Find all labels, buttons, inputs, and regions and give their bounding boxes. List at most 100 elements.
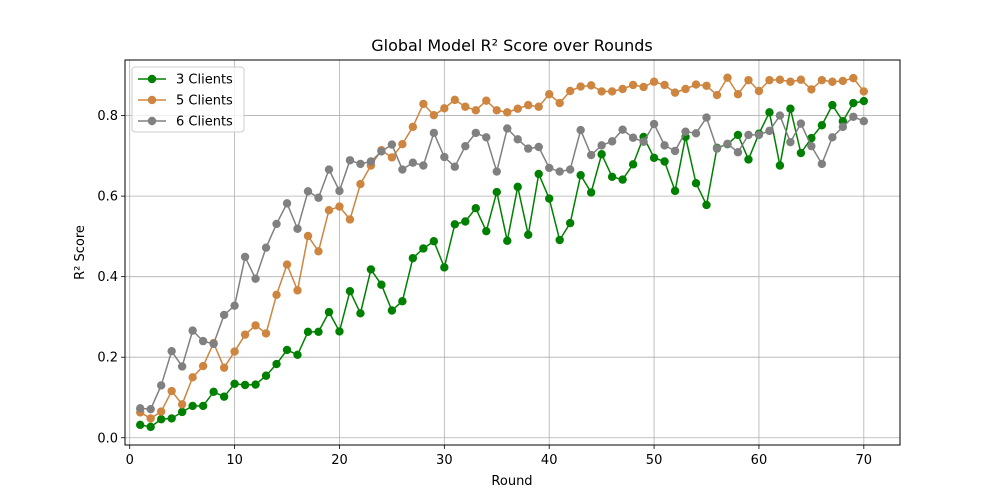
legend-box — [131, 66, 245, 133]
data-point — [461, 141, 470, 151]
data-point — [408, 158, 418, 167]
data-point — [356, 309, 365, 318]
data-point — [649, 119, 659, 129]
series-1 — [136, 96, 869, 432]
legend-label: 6 Clients — [176, 115, 233, 130]
data-point — [492, 187, 501, 197]
data-point — [167, 386, 176, 396]
y-tick-label: 0.4 — [97, 270, 118, 285]
data-point — [775, 161, 785, 170]
data-point — [482, 226, 491, 236]
legend: 3 Clients 5 Clients 6 Clients — [131, 66, 245, 133]
data-point — [387, 140, 397, 149]
data-point — [649, 153, 659, 163]
data-point — [828, 133, 837, 142]
data-point — [167, 414, 176, 423]
data-point — [576, 170, 585, 180]
chart-title: Global Model R² Score over Rounds — [371, 36, 653, 55]
data-point — [408, 253, 418, 263]
data-point — [345, 156, 355, 165]
data-point — [324, 165, 334, 174]
data-point — [817, 159, 827, 169]
data-point — [240, 252, 250, 262]
data-point — [303, 327, 313, 337]
data-point — [754, 86, 764, 96]
data-point — [219, 363, 229, 372]
data-point — [744, 75, 753, 85]
data-point — [261, 243, 271, 252]
data-point — [251, 321, 260, 330]
data-point — [471, 106, 480, 115]
data-point — [618, 84, 627, 94]
series-3 — [136, 111, 869, 414]
data-point — [723, 73, 732, 82]
data-point — [691, 179, 701, 188]
data-point — [419, 99, 428, 109]
data-point — [419, 244, 428, 253]
data-point — [324, 307, 334, 317]
y-tick-label: 0.6 — [97, 190, 118, 205]
data-point — [366, 157, 376, 166]
data-point — [744, 130, 753, 140]
data-point — [450, 220, 460, 229]
data-point — [419, 161, 428, 170]
data-point — [167, 346, 176, 356]
y-axis-label: R² Score — [73, 225, 88, 280]
data-point — [660, 141, 669, 150]
data-point — [691, 129, 701, 138]
data-point — [356, 179, 365, 189]
data-point — [188, 326, 197, 335]
data-point — [461, 217, 470, 226]
axis-ticks: 0 10 20 30 40 50 60 70 0.0 0.2 0.4 0.6 0.8 — [97, 109, 872, 468]
data-point — [450, 95, 460, 105]
data-point — [513, 135, 522, 144]
data-point — [429, 110, 439, 120]
data-point — [471, 128, 480, 138]
data-point — [681, 84, 690, 94]
data-point — [859, 117, 869, 126]
data-point — [314, 327, 323, 337]
x-tick-label: 60 — [751, 453, 768, 468]
data-point — [335, 202, 344, 211]
legend-marker — [147, 74, 157, 84]
data-point — [607, 172, 617, 181]
x-tick-label: 20 — [331, 453, 348, 468]
x-tick-label: 30 — [436, 453, 453, 468]
data-point — [429, 237, 439, 246]
data-point — [859, 87, 869, 96]
x-tick-label: 0 — [126, 453, 134, 468]
data-point — [754, 130, 764, 140]
data-point — [733, 90, 743, 99]
data-point — [492, 106, 501, 115]
legend-label: 5 Clients — [176, 94, 233, 109]
data-point — [723, 139, 732, 148]
data-point — [586, 150, 596, 160]
data-point — [660, 80, 669, 90]
data-point — [545, 163, 554, 173]
data-point — [828, 77, 837, 86]
data-point — [156, 407, 166, 416]
data-point — [670, 146, 680, 156]
data-point — [219, 392, 229, 401]
data-point — [408, 122, 418, 132]
data-point — [503, 124, 512, 133]
data-point — [660, 157, 669, 166]
data-point — [503, 108, 512, 117]
data-point — [534, 169, 543, 179]
series-line — [140, 100, 864, 428]
data-point — [555, 98, 564, 108]
legend-item: 5 Clients — [138, 94, 233, 109]
data-point — [136, 404, 145, 413]
data-point — [387, 306, 397, 315]
legend-label: 3 Clients — [176, 73, 233, 88]
y-tick-label: 0.8 — [97, 109, 118, 124]
legend-item: 3 Clients — [138, 73, 233, 88]
data-point — [188, 373, 197, 382]
data-point — [628, 160, 638, 169]
series-layer — [136, 73, 869, 432]
data-point — [524, 144, 533, 153]
data-point — [230, 301, 239, 310]
data-point — [691, 80, 701, 89]
data-point — [261, 329, 271, 338]
data-point — [429, 128, 439, 138]
